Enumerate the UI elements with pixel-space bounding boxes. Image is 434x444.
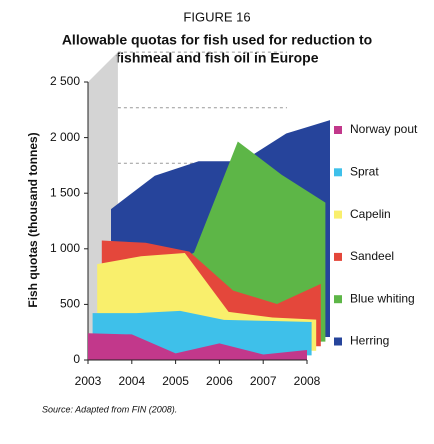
y-tick-label: 1 500	[50, 185, 80, 199]
plot-area: 0 500 1 000 1 500 2 000 2 500 2003 2004 2005 2006…	[50, 51, 418, 388]
legend-swatch	[334, 337, 342, 346]
legend-label: Norway pout	[350, 122, 418, 136]
legend-swatch	[334, 168, 342, 177]
y-tick-label: 2 000	[50, 130, 80, 144]
x-tick-label: 2003	[75, 374, 102, 388]
x-tick-label: 2004	[118, 374, 145, 388]
y-tick-label: 2 500	[50, 74, 80, 88]
legend-swatch	[334, 295, 342, 304]
chart-title: Allowable quotas for fish used for reduc…	[62, 32, 372, 48]
legend-label: Herring	[350, 334, 389, 348]
y-tick-label: 1 000	[50, 241, 80, 255]
source-note: Source: Adapted from FIN (2008).	[42, 404, 177, 414]
legend-label: Sprat	[350, 164, 379, 178]
x-tick-label: 2007	[250, 374, 277, 388]
x-tick-label: 2008	[294, 374, 321, 388]
x-tick-label: 2005	[162, 374, 189, 388]
legend-label: Capelin	[350, 207, 391, 221]
chart-title: fishmeal and fish oil in Europe	[115, 50, 318, 66]
figure-label: FIGURE 16	[183, 9, 250, 24]
legend-swatch	[334, 126, 342, 134]
area	[88, 333, 307, 360]
legend-swatch	[334, 210, 342, 219]
legend-label: Sandeel	[350, 249, 394, 263]
legend-swatch	[334, 252, 342, 261]
legend-label: Blue whiting	[350, 291, 415, 305]
y-tick-label: 500	[60, 297, 80, 311]
x-tick-label: 2006	[206, 374, 233, 388]
y-axis-label: Fish quotas (thousand tonnes)	[26, 132, 40, 307]
y-tick-label: 0	[73, 352, 80, 366]
